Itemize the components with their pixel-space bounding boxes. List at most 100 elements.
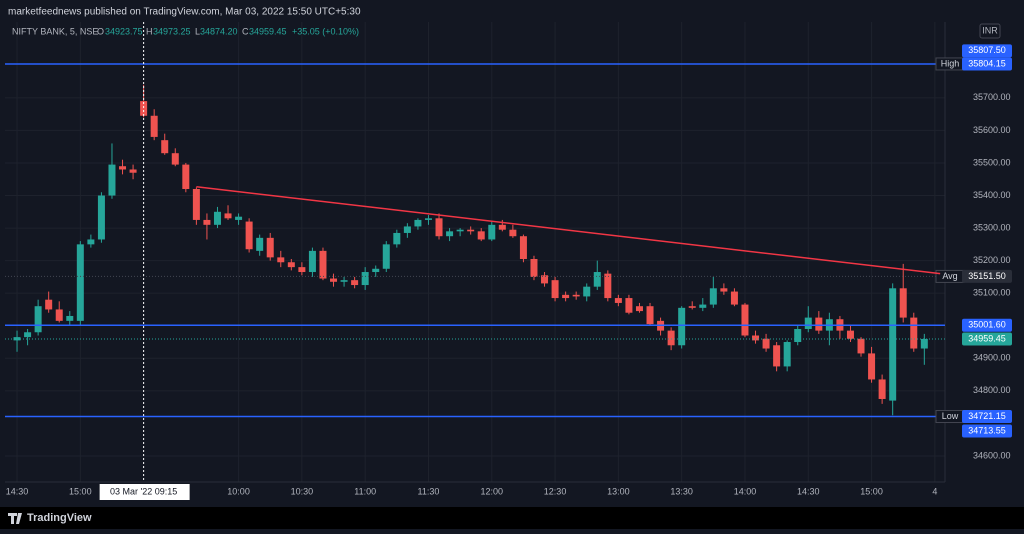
candle-body [899,288,907,318]
candle-body [688,306,696,308]
candle-body [66,315,74,321]
candle-body [361,272,369,286]
candle-body [340,280,348,282]
candle-body [773,345,781,367]
y-tick-label: 34900.00 [973,353,1011,363]
candle-body [55,309,63,321]
legend-c: 34959.45 [249,26,287,36]
plot [5,22,945,482]
legend-h: 34973.25 [153,26,191,36]
y-tick-label: 34800.00 [973,385,1011,395]
candle-body [752,335,760,341]
x-tick-label: 15:00 [69,486,92,496]
candle-body [245,221,253,250]
x-tick-label: 12:00 [481,486,504,496]
candle-body [488,224,496,240]
candle-body [804,317,812,329]
x-tick-label: 14:30 [797,486,820,496]
candle-body [741,304,749,336]
candle-body [519,236,527,259]
price-tag [962,424,1012,438]
y-tick-label: 35400.00 [973,190,1011,200]
x-tick-label: 14:30 [6,486,29,496]
x-tick-label: 13:00 [607,486,630,496]
candle-body [794,328,802,343]
candle-body [604,273,612,299]
candle-body [161,140,169,154]
candle-body [530,258,538,277]
candle-body [920,338,928,349]
candle-body [730,291,738,305]
currency-badge[interactable] [979,23,1001,39]
candle-body [583,286,591,297]
candle-body [87,239,95,245]
footer [0,507,1024,529]
candle-body [182,164,190,190]
legend-l: 34874.20 [200,26,238,36]
candle-body [97,195,105,240]
price-tag [962,318,1012,332]
candle-body [456,229,464,232]
candle-body [889,288,897,401]
candle-body [709,288,717,305]
legend-l-label: L [195,26,200,36]
candle-body [319,250,327,279]
price-tag [962,57,1012,71]
candle-body [646,306,654,325]
y-tick-label: 35500.00 [973,157,1011,167]
candle-body [509,229,517,237]
candle-body [435,218,443,237]
candle-body [287,262,295,268]
candle-body [878,379,886,399]
symbol: NIFTY BANK, 5, NSE [12,26,98,36]
candle-body [140,101,148,116]
price-tag-label: 35804.15 [968,58,1006,68]
crosshair-label-box [99,484,190,500]
x-tick-label: 12:30 [544,486,567,496]
candle-body [467,229,475,232]
candle-body [762,338,770,349]
price-tag-label: 34713.55 [968,425,1006,435]
crosshair-label: 03 Mar '22 09:15 [110,486,177,496]
ohlc-legend: O 34923.75 H 34973.25 L 34874.20 C 34959… [97,26,359,36]
level-name: Low [942,411,959,421]
price-tag [962,44,1012,58]
candle-body [498,224,506,230]
candle-body [266,237,274,258]
x-tick-label: 10:00 [227,486,250,496]
y-tick-label: 35700.00 [973,92,1011,102]
candle-body [277,257,285,263]
candle-body [551,280,559,299]
currency: INR [982,25,998,35]
candle-body [224,213,232,219]
candle-body [213,211,221,225]
y-tick-label: 34600.00 [973,450,1011,460]
y-tick-label: 35300.00 [973,222,1011,232]
legend-o: 34923.75 [105,26,143,36]
candle-body [572,294,580,297]
candle-body [150,115,158,137]
level-name: High [941,58,960,68]
legend-c-label: C [242,26,249,36]
x-tick-label: 10:30 [291,486,314,496]
candle-body [393,232,401,245]
candle-body [414,219,422,227]
x-tick-label: 14:00 [734,486,757,496]
candle-body [330,278,338,282]
candle-body [403,226,411,233]
level-name: Avg [942,271,957,281]
candle-body [351,280,359,286]
candle-body [614,298,622,303]
legend-change: +35.05 (+0.10%) [292,26,359,36]
y-tick-label: 35600.00 [973,125,1011,135]
candle-body [76,244,84,321]
candle-body [192,189,200,220]
x-tick-label: 4 [932,486,937,496]
candle-body [910,317,918,349]
candle-body [783,342,791,367]
candle-body [446,231,454,237]
price-tag [962,410,1012,424]
price-tag [962,269,1012,283]
